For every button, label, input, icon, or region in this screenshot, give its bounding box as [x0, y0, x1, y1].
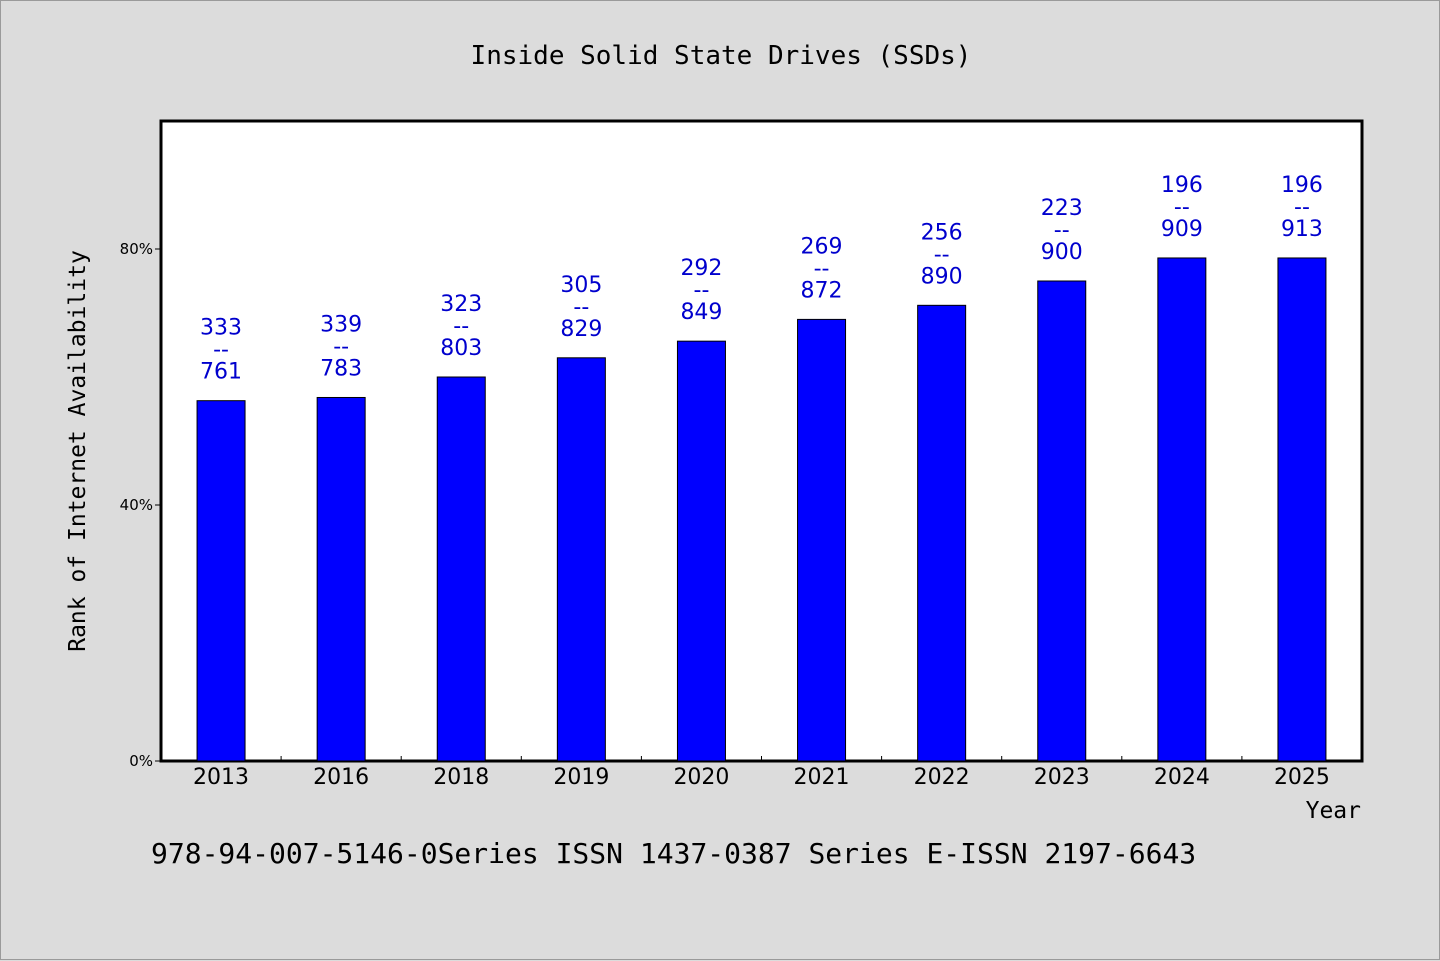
bar-2019: [556, 357, 606, 762]
bar-label-sep-2013: --: [213, 338, 229, 363]
bar-labels-group: 761--333783--339803--323829--305849--292…: [200, 173, 1323, 385]
bar-label-top-2019: 305: [560, 273, 602, 298]
x-tick-label-2025: 2025: [1274, 765, 1330, 790]
bar-label-sep-2022: --: [934, 242, 950, 267]
x-tick-label-2019: 2019: [553, 765, 609, 790]
bar-2013: [196, 400, 246, 762]
bar-label-bottom-2022: 890: [921, 264, 963, 289]
x-axis-label: Year: [1306, 798, 1361, 824]
y-tick-label: 0%: [129, 752, 153, 770]
bar-label-top-2024: 196: [1161, 173, 1203, 198]
bar-label-top-2018: 323: [440, 292, 482, 317]
bar-label-sep-2019: --: [573, 295, 589, 320]
bars-group: [196, 257, 1327, 762]
bar-label-top-2025: 196: [1281, 173, 1323, 198]
y-tick-label: 40%: [120, 496, 153, 514]
bar-2018: [436, 376, 486, 762]
bar-2020: [676, 340, 726, 762]
bar-label-sep-2024: --: [1174, 195, 1190, 220]
x-tick-label-2023: 2023: [1034, 765, 1090, 790]
x-tick-label-2013: 2013: [193, 765, 249, 790]
bar-label-sep-2016: --: [333, 334, 349, 359]
bar-2022: [917, 304, 967, 762]
bar-2025: [1277, 257, 1327, 762]
bar-label-bottom-2021: 872: [801, 278, 843, 303]
bar-label-sep-2025: --: [1294, 195, 1310, 220]
x-tick-label-2022: 2022: [914, 765, 970, 790]
chart-title: Inside Solid State Drives (SSDs): [471, 41, 972, 71]
bar-label-top-2016: 339: [320, 312, 362, 337]
bar-label-sep-2021: --: [814, 256, 830, 281]
bar-label-bottom-2016: 783: [320, 356, 362, 381]
y-axis-label: Rank of Internet Availability: [65, 250, 91, 652]
bar-label-top-2021: 269: [801, 234, 843, 259]
x-tick-label-2020: 2020: [673, 765, 729, 790]
x-tick-label-2021: 2021: [794, 765, 850, 790]
bar-label-top-2022: 256: [921, 220, 963, 245]
bar-label-top-2013: 333: [200, 316, 242, 341]
bar-label-sep-2020: --: [694, 278, 710, 303]
x-tick-label-2016: 2016: [313, 765, 369, 790]
bar-2023: [1037, 280, 1087, 762]
bar-label-top-2023: 223: [1041, 196, 1083, 221]
bar-label-bottom-2013: 761: [200, 360, 242, 385]
bar-label-sep-2018: --: [453, 314, 469, 339]
x-axis: 2013 2016 2018 2019 2020 2021 2022 2023 2024 2025: [193, 756, 1330, 790]
bar-label-bottom-2018: 803: [440, 336, 482, 361]
bar-2016: [316, 396, 366, 762]
bar-2024: [1157, 257, 1207, 762]
bar-2021: [797, 318, 847, 762]
footer-text: 978-94-007-5146-0Series ISSN 1437-0387 S…: [151, 837, 1196, 870]
bar-label-sep-2023: --: [1054, 218, 1070, 243]
bar-label-bottom-2020: 849: [680, 300, 722, 325]
x-tick-label-2018: 2018: [433, 765, 489, 790]
bar-label-bottom-2023: 900: [1041, 240, 1083, 265]
y-axis: 0% 40% 80%: [120, 240, 161, 770]
bar-label-bottom-2019: 829: [560, 317, 602, 342]
bar-label-bottom-2024: 909: [1161, 217, 1203, 242]
bar-label-bottom-2025: 913: [1281, 217, 1323, 242]
bar-label-top-2020: 292: [680, 256, 722, 281]
x-tick-label-2024: 2024: [1154, 765, 1210, 790]
y-tick-label: 80%: [120, 240, 153, 258]
